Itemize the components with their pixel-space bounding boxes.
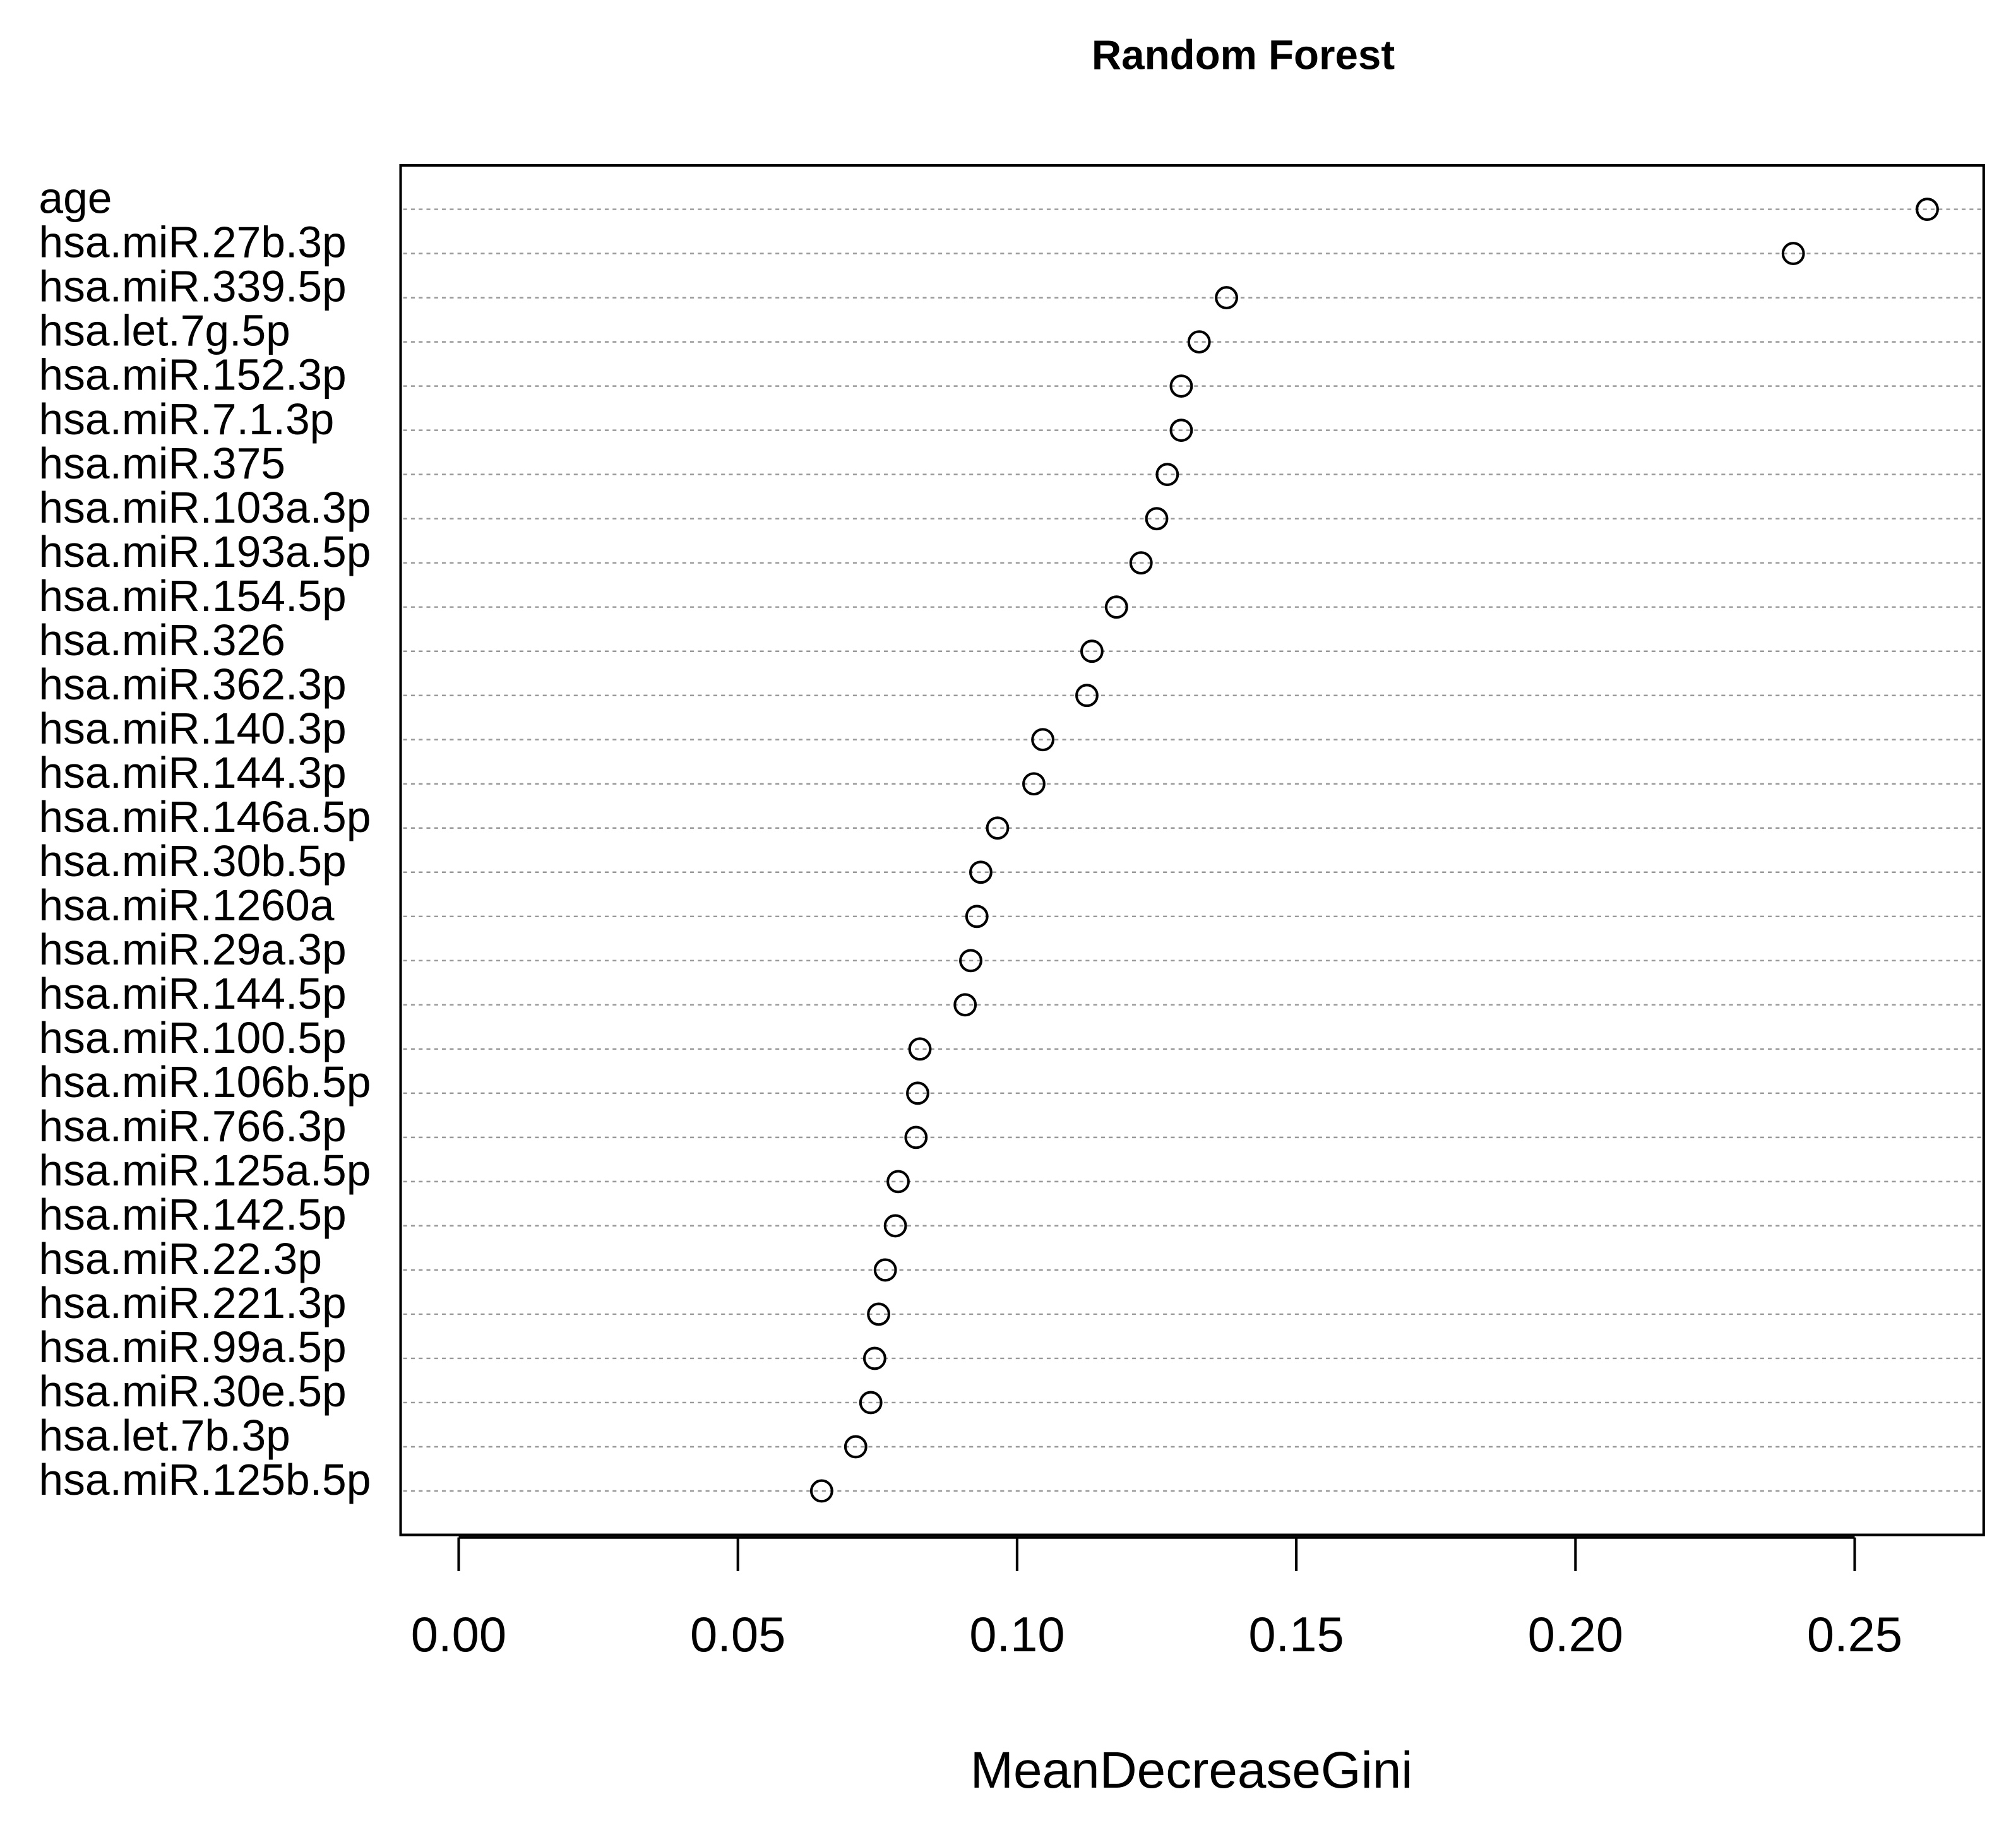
x-tick-label: 0.25 <box>1807 1608 1902 1662</box>
x-tick-label: 0.05 <box>690 1608 785 1662</box>
y-tick-label: hsa.miR.1260a <box>39 881 334 930</box>
y-tick-label: hsa.miR.142.5p <box>39 1190 346 1239</box>
dot <box>862 1346 886 1370</box>
dot <box>844 1435 868 1459</box>
y-tick-label: hsa.miR.154.5p <box>39 571 346 621</box>
dot <box>883 1214 907 1238</box>
y-tick-label: hsa.miR.152.3p <box>39 350 346 400</box>
chart-title: Random Forest <box>1092 32 1395 78</box>
dot <box>1155 463 1179 487</box>
dot <box>1169 374 1193 398</box>
y-tick-label: hsa.miR.362.3p <box>39 660 346 709</box>
dot <box>986 816 1010 840</box>
y-tick-label: hsa.miR.30e.5p <box>39 1367 346 1416</box>
dot <box>1022 772 1046 796</box>
dot <box>1104 595 1128 619</box>
y-tick-label: hsa.miR.766.3p <box>39 1102 346 1151</box>
y-tick-label: hsa.miR.144.3p <box>39 748 346 797</box>
dot <box>873 1258 897 1282</box>
y-tick-label: hsa.miR.193a.5p <box>39 527 371 576</box>
dot <box>859 1391 883 1415</box>
dot <box>965 905 989 929</box>
dot <box>1145 507 1169 531</box>
x-tick-label: 0.10 <box>969 1608 1065 1662</box>
dot <box>959 949 982 973</box>
y-tick-label: hsa.miR.375 <box>39 439 285 488</box>
y-tick-label: hsa.miR.30b.5p <box>39 836 346 886</box>
y-tick-label: hsa.miR.106b.5p <box>39 1057 371 1107</box>
y-tick-label: hsa.miR.326 <box>39 615 285 665</box>
y-tick-label: hsa.miR.339.5p <box>39 262 346 311</box>
dot <box>1031 728 1055 752</box>
dot <box>904 1125 928 1149</box>
y-tick-label: hsa.miR.125b.5p <box>39 1455 371 1504</box>
y-tick-label: hsa.miR.221.3p <box>39 1278 346 1327</box>
dot <box>908 1037 932 1061</box>
dot <box>1916 198 1939 221</box>
x-tick-label: 0.15 <box>1248 1608 1344 1662</box>
plot-frame <box>399 163 1985 1536</box>
y-tick-label: hsa.let.7b.3p <box>39 1411 290 1460</box>
y-tick-label: hsa.miR.29a.3p <box>39 925 346 974</box>
x-axis-label: MeanDecreaseGini <box>970 1742 1413 1799</box>
dot <box>1187 330 1211 354</box>
y-tick-label: hsa.miR.27b.3p <box>39 218 346 267</box>
y-tick-label: hsa.miR.99a.5p <box>39 1322 346 1372</box>
dot <box>809 1479 833 1503</box>
dot <box>906 1081 929 1105</box>
y-tick-label: hsa.miR.125a.5p <box>39 1146 371 1195</box>
dot <box>953 993 977 1017</box>
y-tick-label: hsa.miR.103a.3p <box>39 483 371 532</box>
dot <box>1080 639 1104 663</box>
y-tick-label: hsa.miR.22.3p <box>39 1234 322 1283</box>
y-tick-label: hsa.let.7g.5p <box>39 306 290 355</box>
dot <box>1781 242 1805 266</box>
dot <box>969 860 993 884</box>
dot <box>1215 286 1238 310</box>
y-tick-label: hsa.miR.100.5p <box>39 1013 346 1062</box>
dot <box>1075 684 1099 708</box>
y-tick-label: hsa.miR.144.5p <box>39 969 346 1018</box>
x-tick-label: 0.20 <box>1528 1608 1623 1662</box>
dot <box>867 1302 890 1326</box>
x-tick-label: 0.00 <box>411 1608 506 1662</box>
y-tick-label: hsa.miR.146a.5p <box>39 792 371 841</box>
dot <box>1169 419 1193 442</box>
y-tick-label: hsa.miR.7.1.3p <box>39 395 334 444</box>
y-tick-label: hsa.miR.140.3p <box>39 704 346 753</box>
dot <box>1129 551 1153 575</box>
dot <box>886 1170 910 1194</box>
y-tick-label: age <box>39 174 112 223</box>
